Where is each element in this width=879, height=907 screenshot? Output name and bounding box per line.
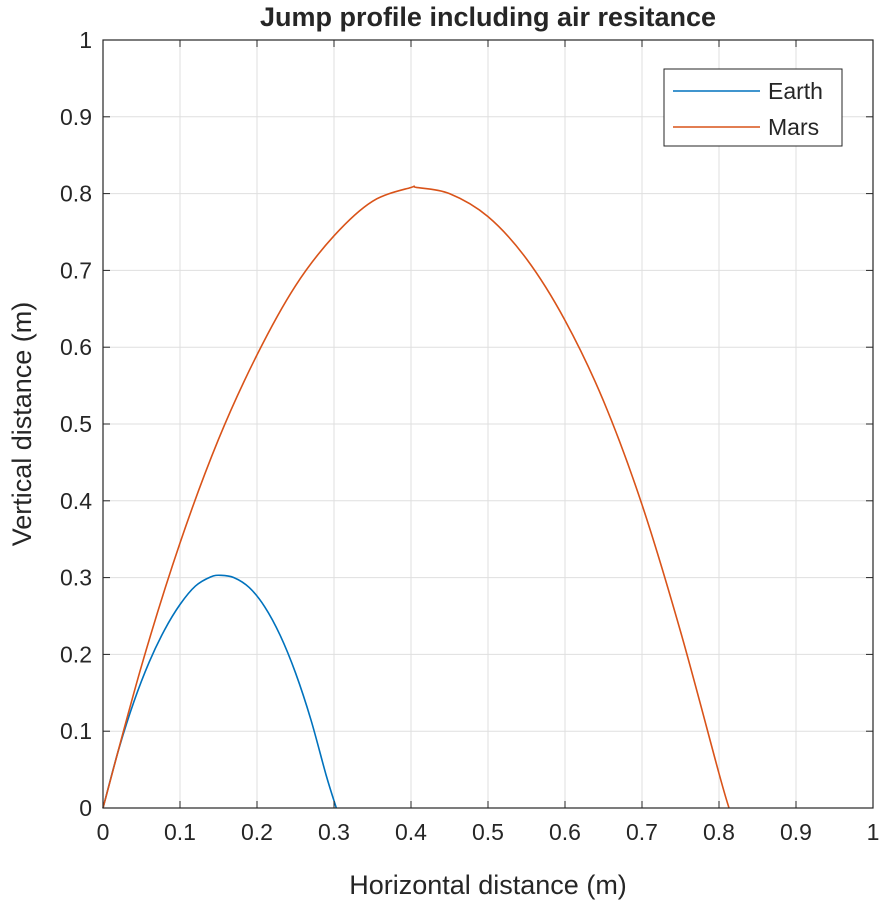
y-tick-label: 0.7 bbox=[60, 257, 92, 283]
y-tick-label: 0.5 bbox=[60, 411, 92, 437]
y-tick-label: 0.1 bbox=[60, 718, 92, 744]
series-line-mars bbox=[102, 185, 730, 809]
ticks: 0 0.1 0.2 0.3 0.4 0.5 0.6 0.7 0.8 0.9 1 0 0.1 0.2 0.3 0… bbox=[60, 27, 879, 845]
y-tick-label: 0.4 bbox=[60, 488, 92, 514]
x-tick-label: 0.2 bbox=[241, 819, 273, 845]
x-tick-label: 0.5 bbox=[472, 819, 504, 845]
x-tick-label: 0.1 bbox=[164, 819, 196, 845]
x-tick-label: 0.3 bbox=[318, 819, 350, 845]
grid bbox=[103, 40, 873, 808]
x-tick-label: 0.8 bbox=[703, 819, 735, 845]
x-tick-label: 0.9 bbox=[780, 819, 812, 845]
y-tick-label: 0.9 bbox=[60, 104, 92, 130]
legend: Earth Mars bbox=[663, 68, 843, 147]
y-tick-label: 0 bbox=[79, 795, 92, 821]
y-tick-label: 0.8 bbox=[60, 181, 92, 207]
x-tick-label: 0.6 bbox=[549, 819, 581, 845]
y-tick-label: 0.2 bbox=[60, 641, 92, 667]
y-tick-label: 0.6 bbox=[60, 334, 92, 360]
x-tick-label: 1 bbox=[867, 819, 879, 845]
y-tick-label: 0.3 bbox=[60, 565, 92, 591]
legend-box bbox=[663, 68, 843, 147]
x-tick-label: 0 bbox=[97, 819, 110, 845]
legend-label-earth: Earth bbox=[768, 78, 823, 104]
y-tick-label: 1 bbox=[79, 27, 92, 53]
x-tick-label: 0.7 bbox=[626, 819, 658, 845]
chart-title: Jump profile including air resitance bbox=[260, 2, 716, 32]
y-axis-label: Vertical distance (m) bbox=[7, 302, 37, 547]
x-tick-label: 0.4 bbox=[395, 819, 427, 845]
series-layer bbox=[102, 185, 730, 809]
legend-label-mars: Mars bbox=[768, 114, 819, 140]
x-axis-label: Horizontal distance (m) bbox=[349, 870, 627, 900]
series-line-earth bbox=[102, 574, 338, 809]
